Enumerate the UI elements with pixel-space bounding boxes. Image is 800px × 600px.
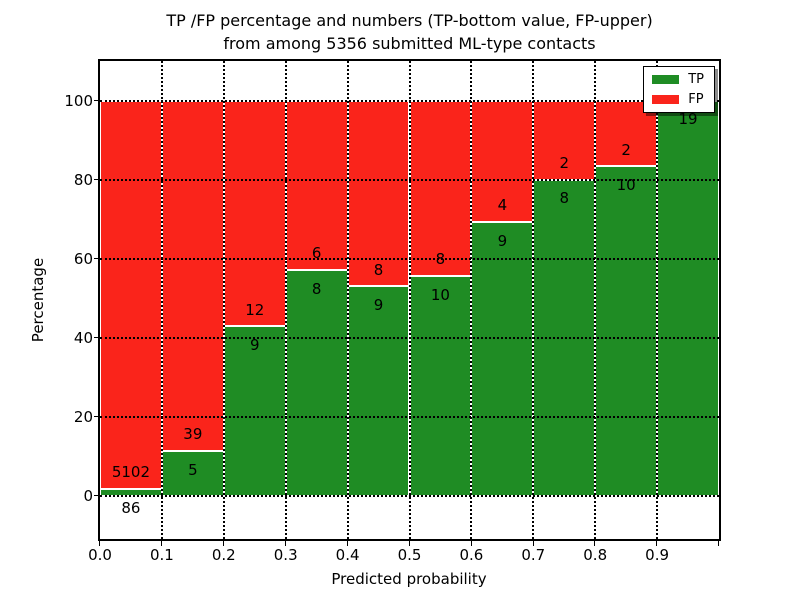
- bar-segment-fp: [161, 100, 224, 451]
- x-axis-tick: [161, 541, 163, 546]
- y-axis-tick: [94, 178, 99, 180]
- y-tick-label: 60: [73, 249, 93, 268]
- x-tick-label: 0.9: [645, 546, 670, 564]
- chart-title: TP /FP percentage and numbers (TP-bottom…: [100, 9, 719, 55]
- value-label-tp: 10: [616, 176, 636, 195]
- gridline-vertical: [160, 61, 163, 539]
- bar-segment-tp: [595, 166, 658, 496]
- x-axis-tick: [223, 541, 225, 546]
- gridline-vertical: [470, 61, 473, 539]
- bar-segment-fp: [100, 100, 162, 489]
- legend-row-tp: TP: [652, 73, 704, 86]
- bar-segment-tp: [285, 269, 348, 496]
- value-label-fp: 39: [183, 425, 203, 444]
- x-tick-label: 0.4: [335, 546, 360, 564]
- bar-segment-fp: [285, 100, 348, 270]
- x-axis-tick: [284, 541, 286, 546]
- x-tick-label: 0.1: [149, 546, 174, 564]
- x-tick-label: 0.7: [521, 546, 546, 564]
- x-tick-label: 0.8: [583, 546, 608, 564]
- legend-label-tp: TP: [688, 72, 704, 87]
- chart-title-line2: from among 5356 submitted ML-type contac…: [223, 34, 596, 53]
- value-label-fp: 6: [311, 244, 322, 263]
- value-label-tp: 8: [311, 279, 322, 298]
- x-axis-tick: [718, 541, 720, 546]
- gridline-vertical: [408, 61, 411, 539]
- value-label-tp: 5: [188, 460, 198, 479]
- y-axis-label: Percentage: [29, 257, 47, 343]
- gridline-vertical: [532, 61, 535, 539]
- value-label-fp: 8: [373, 260, 384, 279]
- gridline-vertical: [222, 61, 225, 539]
- gridline-vertical: [346, 61, 349, 539]
- bar-segment-fp: [223, 100, 286, 327]
- y-axis-tick: [94, 99, 99, 101]
- plot-area: 5102 86 39 5 12 9 6 8 8 9 8 10 4 9 2 8 2 10 19 TP FP: [100, 61, 719, 539]
- legend-row-fp: FP: [652, 93, 704, 106]
- value-label-tp: 10: [430, 286, 450, 305]
- x-axis-tick: [346, 541, 348, 546]
- x-axis-tick: [594, 541, 596, 546]
- gridline-vertical: [594, 61, 597, 539]
- bar-segment-tp: [347, 286, 410, 496]
- legend: TP FP: [643, 66, 715, 113]
- x-axis-label: Predicted probability: [331, 570, 487, 588]
- y-tick-label: 20: [73, 407, 93, 426]
- x-axis-tick: [532, 541, 534, 546]
- gridline-vertical: [656, 61, 659, 539]
- value-label-fp: 8: [435, 250, 446, 269]
- bar-segment-tp: [657, 100, 719, 496]
- gridline-vertical: [284, 61, 287, 539]
- value-label-tp: 19: [678, 110, 698, 129]
- value-label-tp: 8: [559, 189, 570, 208]
- bar-segment-tp: [471, 222, 534, 496]
- value-label-fp: 2: [559, 153, 570, 172]
- y-axis-tick: [94, 336, 99, 338]
- legend-swatch-fp-icon: [652, 95, 680, 104]
- value-label-tp: 9: [497, 232, 508, 251]
- x-axis-tick: [656, 541, 658, 546]
- y-axis-tick: [94, 257, 99, 259]
- y-tick-label: 100: [64, 91, 93, 110]
- value-label-fp: 12: [245, 300, 265, 319]
- legend-swatch-tp-icon: [652, 75, 680, 84]
- value-label-fp: 2: [621, 140, 631, 159]
- x-tick-label: 0.0: [88, 546, 112, 564]
- chart-title-line1: TP /FP percentage and numbers (TP-bottom…: [166, 11, 653, 30]
- x-axis-tick: [408, 541, 410, 546]
- value-label-fp: 5102: [111, 463, 151, 482]
- value-label-fp: 4: [497, 196, 508, 215]
- x-tick-label: 0.2: [211, 546, 236, 564]
- x-tick-label: 0.5: [397, 546, 422, 564]
- y-tick-label: 80: [73, 170, 93, 189]
- y-axis-tick: [94, 415, 99, 417]
- x-tick-label: 0.6: [459, 546, 484, 564]
- value-label-tp: 9: [373, 296, 384, 315]
- y-tick-label: 40: [73, 328, 93, 347]
- bar-segment-fp: [471, 100, 534, 223]
- y-tick-label: 0: [83, 486, 93, 505]
- x-tick-label: 0.3: [273, 546, 298, 564]
- legend-label-fp: FP: [688, 92, 704, 107]
- value-label-tp: 9: [249, 336, 260, 355]
- y-axis-tick: [94, 494, 99, 496]
- bar-segment-tp: [409, 276, 472, 496]
- x-axis-tick: [470, 541, 472, 546]
- x-axis-tick: [99, 541, 101, 546]
- value-label-tp: 86: [121, 498, 141, 517]
